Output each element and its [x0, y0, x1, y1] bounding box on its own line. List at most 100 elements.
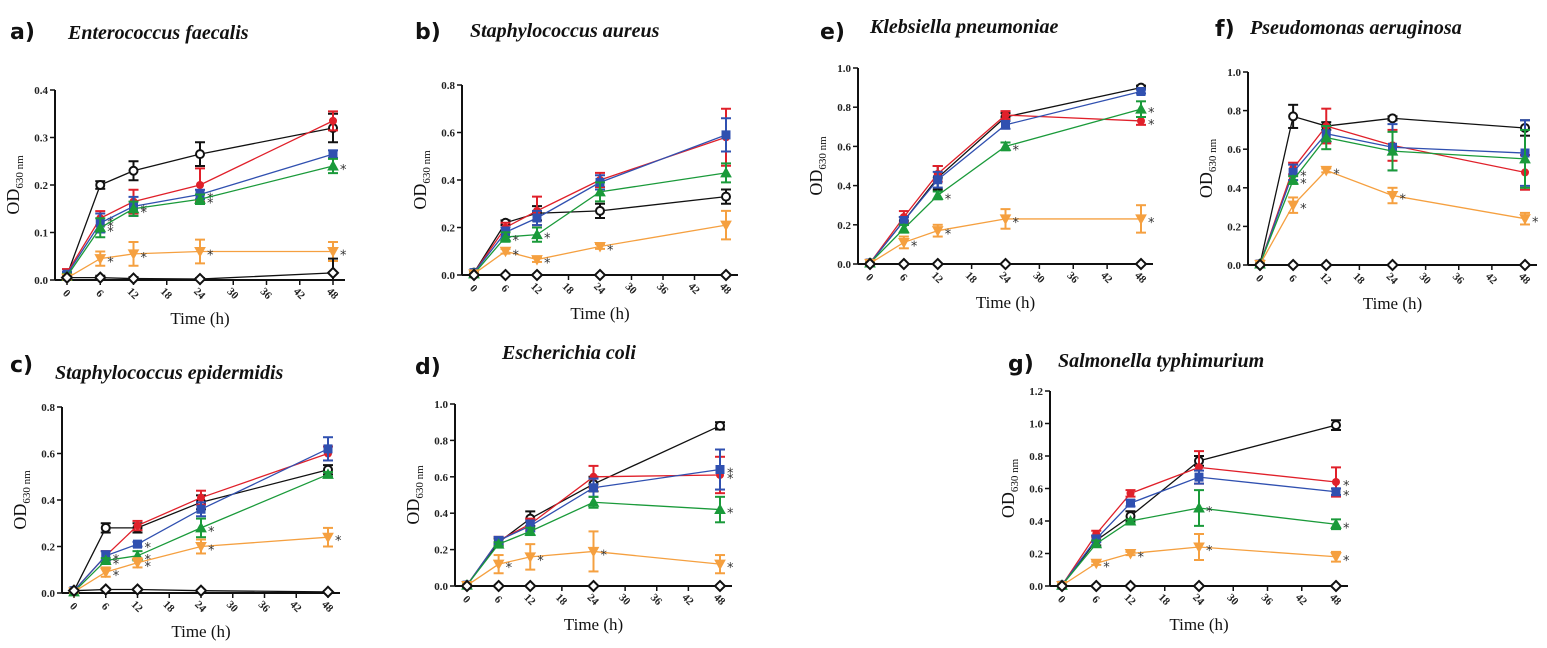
y-tick-label: 1.2 [1029, 386, 1043, 398]
data-point [593, 268, 607, 282]
y-tick-label: 0.8 [1029, 451, 1043, 463]
data-point [587, 546, 600, 558]
data-point [524, 525, 537, 536]
panel-title: Pseudomonas aeruginosa [1250, 17, 1462, 39]
data-point [1136, 87, 1146, 97]
significance-marker: * [1148, 118, 1155, 133]
data-point [100, 522, 111, 533]
significance-marker: * [513, 234, 520, 249]
y-tick-label: 0.6 [434, 472, 448, 484]
data-point [863, 257, 877, 271]
data-point [1193, 501, 1205, 513]
significance-marker: * [544, 232, 551, 247]
significance-marker: * [141, 203, 148, 218]
panel-title: Escherichia coli [502, 342, 636, 364]
significance-marker: * [1148, 106, 1155, 121]
data-point [1319, 258, 1333, 272]
y-tick-label: 0.6 [1029, 484, 1043, 496]
y-tick-label: 0.8 [441, 80, 455, 92]
panel-letter: c) [10, 353, 34, 378]
significance-marker: * [1343, 479, 1350, 494]
significance-marker: * [1300, 169, 1307, 184]
data-point [531, 228, 543, 240]
data-point [1195, 463, 1203, 472]
series-black-diamond [863, 257, 1148, 271]
y-tick-label: 0.0 [1029, 581, 1043, 593]
data-point [127, 249, 140, 260]
significance-marker: * [1300, 177, 1307, 192]
data-point [94, 254, 107, 265]
data-point [1386, 191, 1399, 202]
series-green: ** [1056, 489, 1350, 590]
data-point [94, 221, 107, 233]
significance-marker: * [1148, 216, 1155, 231]
data-point [127, 202, 140, 214]
y-tick-label: 0.4 [1029, 516, 1043, 528]
data-point [322, 532, 334, 544]
data-point [933, 175, 943, 185]
data-point [1192, 579, 1206, 593]
data-point [594, 185, 606, 197]
significance-marker: * [335, 534, 342, 549]
y-axis-title: OD630 nm [3, 155, 26, 215]
significance-marker: * [1343, 489, 1350, 504]
y-tick-label: 0.0 [1227, 260, 1241, 272]
significance-marker: * [1206, 544, 1213, 559]
data-point [1126, 498, 1135, 508]
y-tick-label: 0.4 [1227, 183, 1241, 195]
data-point [194, 247, 206, 258]
series-black-diamond [467, 268, 733, 282]
data-point [492, 579, 506, 593]
data-point [467, 268, 481, 282]
y-tick-label: 0.8 [1227, 106, 1241, 118]
data-point [1518, 258, 1532, 272]
data-point [1194, 472, 1204, 482]
data-point [587, 496, 600, 507]
y-tick-label: 0.2 [837, 220, 851, 232]
x-axis-title: Time (h) [170, 309, 229, 328]
significance-marker: * [1103, 560, 1110, 575]
panel-letter: a) [10, 20, 35, 45]
significance-marker: * [1343, 554, 1350, 569]
data-point [999, 214, 1012, 225]
y-tick-label: 0.8 [434, 435, 448, 447]
significance-marker: * [141, 251, 148, 266]
significance-marker: * [113, 553, 120, 568]
data-point [1253, 258, 1267, 272]
significance-marker: * [207, 192, 214, 207]
data-point [931, 226, 944, 237]
data-point [1193, 542, 1205, 554]
data-point [713, 579, 727, 593]
data-point [1287, 200, 1299, 212]
significance-marker: * [145, 541, 152, 556]
panel-title: Salmonella typhimurium [1058, 350, 1265, 372]
panel-title: Staphylococcus epidermidis [55, 362, 284, 384]
significance-marker: * [1532, 216, 1539, 231]
x-tick-label: 42 [1293, 592, 1310, 609]
y-tick-label: 0.0 [34, 275, 48, 287]
data-point [1137, 116, 1145, 125]
panel-title: Enterococcus faecalis [68, 22, 249, 44]
y-tick-label: 0.4 [41, 495, 55, 507]
y-tick-label: 0.0 [41, 588, 55, 600]
data-point [127, 272, 140, 285]
series-orange: * * * * [61, 238, 347, 285]
y-tick-label: 0.6 [1227, 144, 1241, 156]
x-axis-title: Time (h) [570, 304, 629, 323]
x-tick-label: 48 [1327, 592, 1344, 609]
y-axis-title: OD630 nm [998, 458, 1021, 518]
y-tick-label: 1.0 [1029, 419, 1043, 431]
data-point [1288, 111, 1299, 122]
data-point [99, 554, 112, 565]
data-point [93, 271, 107, 285]
y-tick-label: 0.4 [837, 181, 851, 193]
x-tick-label: 36 [1259, 592, 1276, 609]
y-axis-title: OD630 nm [410, 150, 433, 210]
y-tick-label: 1.0 [837, 63, 851, 75]
y-tick-label: 0.4 [434, 508, 448, 520]
data-point [721, 191, 731, 202]
